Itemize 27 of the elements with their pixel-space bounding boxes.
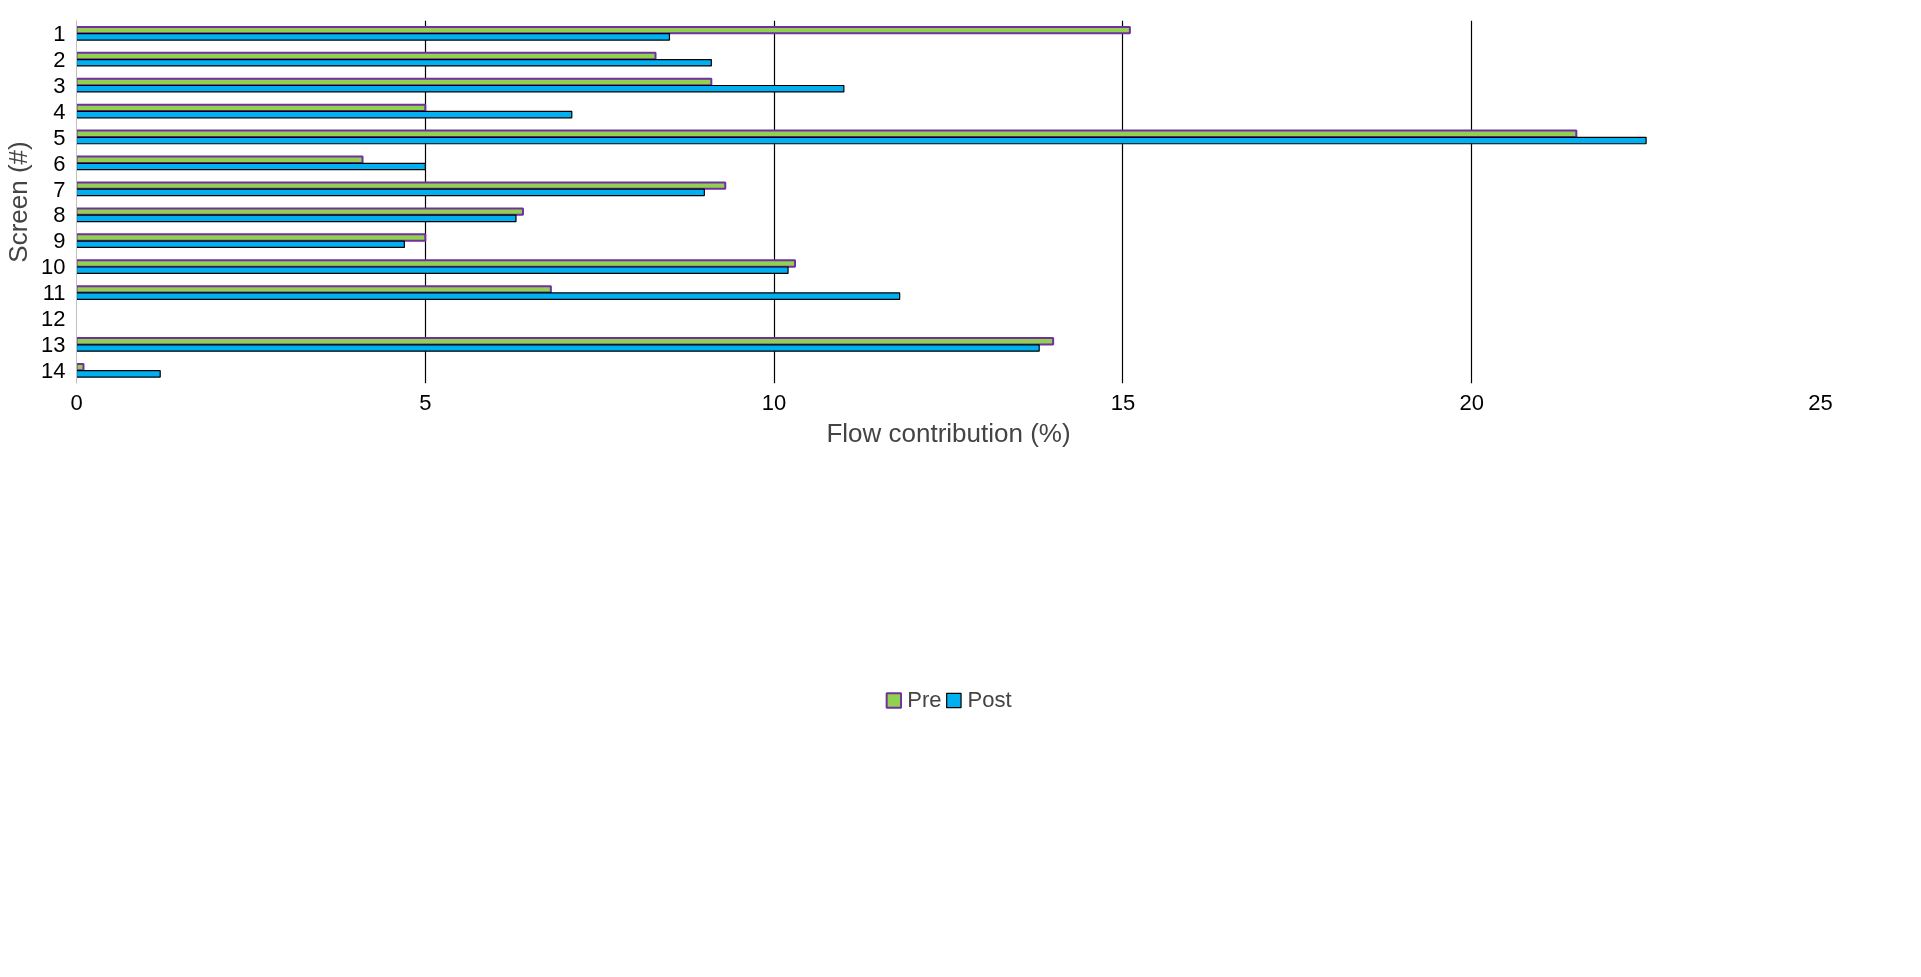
- x-tick-label: 20: [1459, 389, 1484, 415]
- x-tick-label: 15: [1110, 389, 1136, 415]
- y-tick-label: 11: [42, 280, 66, 306]
- x-tick-label: 10: [761, 389, 787, 415]
- x-tick-label: 0: [70, 389, 83, 415]
- y-tick-label: 12: [41, 306, 66, 332]
- y-tick-label: 3: [53, 72, 66, 98]
- bar: [76, 370, 161, 378]
- y-tick-label: 7: [53, 176, 66, 202]
- y-tick-label: 8: [53, 202, 66, 228]
- y-tick-label: 9: [53, 228, 66, 254]
- y-tick-label: 13: [41, 332, 66, 358]
- x-tick-label: 5: [419, 389, 432, 415]
- y-tick-label: 14: [41, 358, 66, 384]
- x-tick-label: 25: [1808, 389, 1833, 415]
- y-tick-label: 1: [53, 20, 66, 46]
- bar: [76, 240, 405, 249]
- y-tick-label: 2: [53, 46, 66, 72]
- y-tick-label: 10: [41, 254, 66, 280]
- y-tick-label: 6: [53, 150, 66, 176]
- legend-label: Post: [967, 687, 1012, 713]
- y-tick-label: 5: [53, 124, 66, 150]
- bar: [76, 181, 727, 190]
- y-tick-label: 4: [53, 98, 66, 124]
- y-axis-title: Screen (#): [3, 141, 34, 263]
- x-axis-title: Flow contribution (%): [826, 417, 1071, 448]
- legend-label: Pre: [907, 687, 942, 713]
